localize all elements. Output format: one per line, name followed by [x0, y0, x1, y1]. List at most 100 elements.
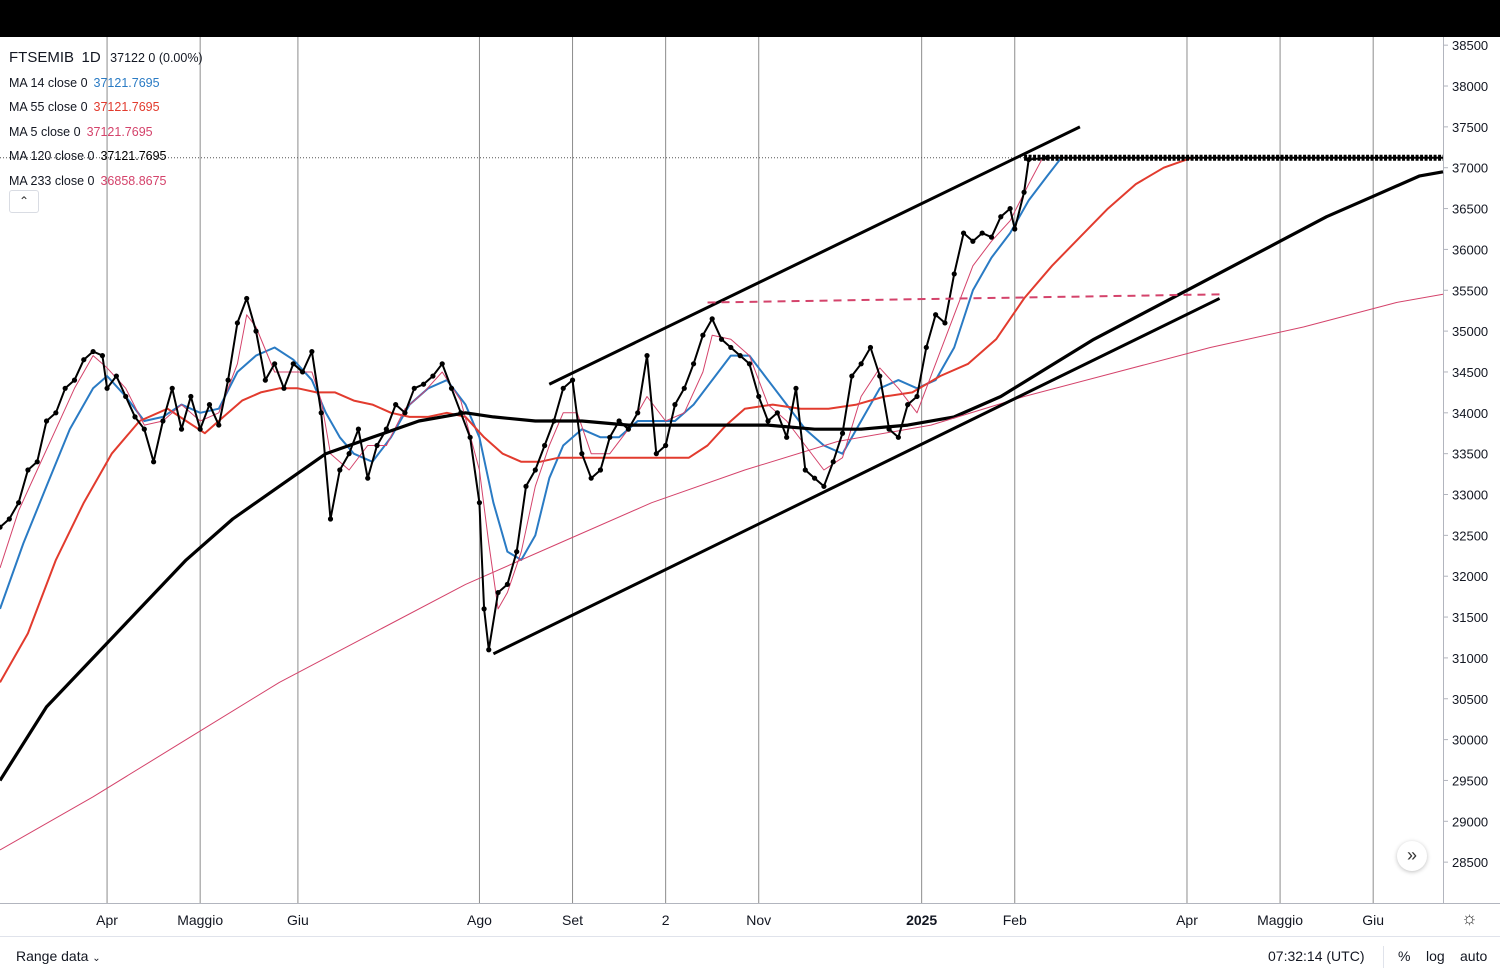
price-point — [0, 524, 3, 530]
price-point — [71, 377, 78, 383]
y-tick-label: 29000 — [1452, 814, 1488, 829]
price-point — [62, 385, 68, 391]
price-point — [34, 459, 40, 465]
price-point — [355, 426, 362, 432]
price-point — [337, 467, 343, 473]
price-point — [858, 361, 864, 367]
price-point — [737, 353, 743, 359]
price-point — [933, 312, 939, 318]
y-tick-label: 30000 — [1452, 733, 1488, 748]
symbol-name: FTSEMIB — [9, 49, 75, 66]
x-tick-label: Feb — [1003, 912, 1027, 928]
price-point — [839, 430, 846, 436]
price-point — [132, 414, 138, 420]
y-tick-label: 36500 — [1452, 202, 1488, 217]
legend-symbol-row[interactable]: FTSEMIB 1D 37122 0 (0.00%) — [9, 46, 203, 71]
x-tick-label: Set — [562, 912, 583, 928]
price-point — [802, 467, 808, 473]
y-tick-label: 34000 — [1452, 406, 1488, 421]
indicator-label: MA 14 close 0 — [9, 75, 88, 90]
price-point — [318, 410, 324, 416]
price-point — [644, 353, 650, 359]
bottom-toolbar: Range data ⌄ 07:32:14 (UTC) % log auto — [0, 936, 1500, 976]
price-point — [53, 410, 59, 416]
date-range-label: Range data — [16, 948, 89, 964]
y-tick-label: 38000 — [1452, 79, 1488, 94]
price-point — [430, 373, 436, 379]
gear-icon[interactable]: ☼ — [1461, 908, 1478, 928]
price-point — [960, 230, 967, 236]
percent-scale-toggle[interactable]: % — [1398, 948, 1411, 964]
price-point — [784, 434, 790, 440]
price-point — [774, 410, 780, 416]
price-point — [169, 385, 175, 391]
price-point — [905, 402, 911, 408]
price-point — [290, 361, 296, 367]
date-range-button[interactable]: Range data ⌄ — [16, 948, 101, 964]
legend-indicator-row[interactable]: MA 120 close 0 37121.7695 — [9, 144, 203, 169]
indicator-value: 37121.7695 — [93, 100, 160, 114]
price-point — [663, 442, 669, 449]
price-point — [923, 344, 929, 351]
price-point — [365, 475, 371, 481]
y-tick-label: 38500 — [1452, 38, 1488, 53]
price-point — [821, 483, 827, 489]
indicator-value: 37121.7695 — [93, 75, 160, 90]
chevron-up-icon: ⌃ — [18, 194, 30, 208]
series-line-ma-120 — [0, 170, 1444, 782]
price-point — [793, 385, 799, 391]
series-line-ma-233 — [0, 293, 1444, 851]
price-point — [867, 344, 874, 351]
price-point — [393, 402, 399, 408]
price-point — [672, 402, 678, 408]
price-point — [504, 581, 510, 587]
price-point — [830, 459, 836, 465]
price-point — [542, 442, 548, 449]
price-point — [104, 385, 110, 391]
y-tick-label: 32000 — [1452, 569, 1488, 584]
price-point — [849, 373, 855, 379]
legend-indicator-row[interactable]: MA 5 close 0 37121.7695 — [9, 120, 203, 145]
price-point — [16, 500, 22, 506]
price-point — [253, 328, 259, 334]
price-point — [225, 377, 231, 383]
legend-indicator-row[interactable]: MA 14 close 0 37121.7695 — [9, 71, 203, 96]
price-point — [495, 589, 501, 596]
x-tick-label: Giu — [287, 912, 309, 928]
price-point — [160, 418, 166, 424]
x-tick-label: 2 — [662, 912, 670, 928]
price-point — [299, 369, 306, 375]
price-point — [979, 230, 985, 236]
x-tick-label: Nov — [746, 912, 771, 928]
price-point — [998, 214, 1004, 220]
price-point — [374, 442, 380, 449]
price-point — [402, 410, 408, 416]
x-tick-label: 2025 — [906, 912, 937, 928]
price-point — [486, 647, 492, 653]
legend-indicator-row[interactable]: MA 55 close 0 37121.7695 — [9, 95, 203, 120]
x-tick-label: Apr — [96, 912, 118, 928]
price-point — [765, 418, 771, 424]
price-chart[interactable]: 38500 38000 37500 37000 36500 36000 35500 35000… — [0, 37, 1500, 936]
top-bar — [0, 0, 1500, 37]
legend-indicator-row[interactable]: MA 233 close 0 36858.8675 — [9, 169, 203, 194]
price-point — [532, 467, 538, 473]
utc-clock[interactable]: 07:32:14 (UTC) — [1268, 948, 1365, 964]
price-point — [914, 393, 920, 400]
price-point — [467, 434, 473, 440]
price-point — [551, 418, 557, 424]
price-point — [81, 357, 87, 363]
price-point — [811, 475, 818, 481]
legend-collapse-button[interactable]: ⌃ — [9, 190, 39, 213]
price-point — [597, 467, 604, 473]
price-point — [588, 475, 594, 481]
price-point — [43, 418, 50, 424]
price-point — [99, 353, 106, 359]
log-scale-toggle[interactable]: log — [1426, 948, 1445, 964]
price-point — [616, 418, 622, 424]
scroll-to-realtime-button[interactable]: » — [1397, 841, 1427, 871]
price-point — [411, 385, 417, 391]
auto-scale-toggle[interactable]: auto — [1460, 948, 1488, 964]
indicator-label: MA 120 close 0 — [9, 149, 95, 163]
price-point — [709, 316, 715, 322]
